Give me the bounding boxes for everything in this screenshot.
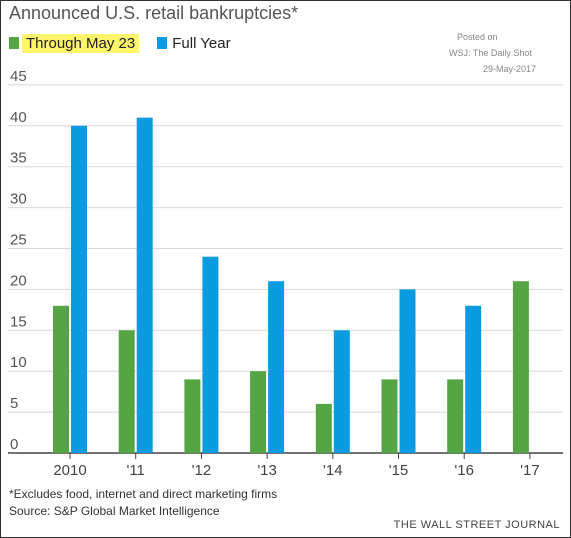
x-tick-label: '17 [520, 462, 540, 479]
x-tick-label: '15 [389, 462, 409, 479]
legend-item-through-may-23: Through May 23 [9, 33, 140, 53]
posted-line-1: Posted on [457, 32, 498, 42]
publisher-label: THE WALL STREET JOURNAL [393, 519, 560, 531]
posted-watermark: Posted on WSJ: The Daily Shot 29-May-201… [449, 29, 536, 77]
x-tick-label: '16 [454, 462, 474, 479]
x-tick-label: '11 [126, 462, 144, 479]
legend-swatch-blue [157, 37, 168, 49]
x-tick-label: 2010 [53, 462, 86, 479]
y-tick-label: 25 [10, 232, 27, 249]
footnote: *Excludes food, internet and direct mark… [9, 487, 278, 501]
bar-full-year [465, 305, 482, 453]
bar-full-year [268, 281, 285, 453]
y-tick-label: 40 [10, 109, 27, 126]
bar-through-may-23 [447, 379, 464, 453]
x-tick-label: '14 [323, 462, 343, 479]
y-tick-label: 45 [10, 68, 27, 85]
bar-through-may-23 [184, 379, 201, 453]
legend-label-through-may-23: Through May 23 [22, 33, 140, 53]
bar-through-may-23 [53, 305, 69, 453]
bar-through-may-23 [118, 330, 135, 453]
legend-item-full-year: Full Year [157, 34, 231, 52]
legend: Through May 23 Full Year [9, 31, 249, 55]
legend-label-full-year: Full Year [172, 34, 231, 52]
y-tick-label: 20 [10, 272, 27, 289]
bar-full-year [136, 117, 153, 454]
bar-full-year [71, 125, 87, 454]
posted-line-2: WSJ: The Daily Shot [449, 48, 532, 58]
bar-full-year [399, 289, 416, 453]
bar-through-may-23 [512, 281, 529, 453]
legend-swatch-green [9, 37, 19, 49]
y-tick-label: 0 [10, 436, 18, 453]
bar-through-may-23 [250, 371, 267, 453]
y-tick-label: 30 [10, 191, 27, 208]
bar-through-may-23 [381, 379, 398, 453]
x-tick-label: '12 [192, 462, 212, 479]
source-note: Source: S&P Global Market Intelligence [9, 504, 220, 518]
bar-through-may-23 [315, 403, 332, 453]
y-tick-label: 35 [10, 150, 27, 167]
y-tick-label: 15 [10, 313, 27, 330]
bar-full-year [202, 256, 219, 453]
y-tick-label: 5 [10, 395, 18, 412]
chart-title: Announced U.S. retail bankruptcies* [9, 3, 299, 23]
y-tick-label: 10 [10, 354, 27, 371]
x-tick-label: '13 [257, 462, 277, 479]
bar-full-year [333, 330, 350, 453]
posted-line-3: 29-May-2017 [483, 64, 537, 74]
